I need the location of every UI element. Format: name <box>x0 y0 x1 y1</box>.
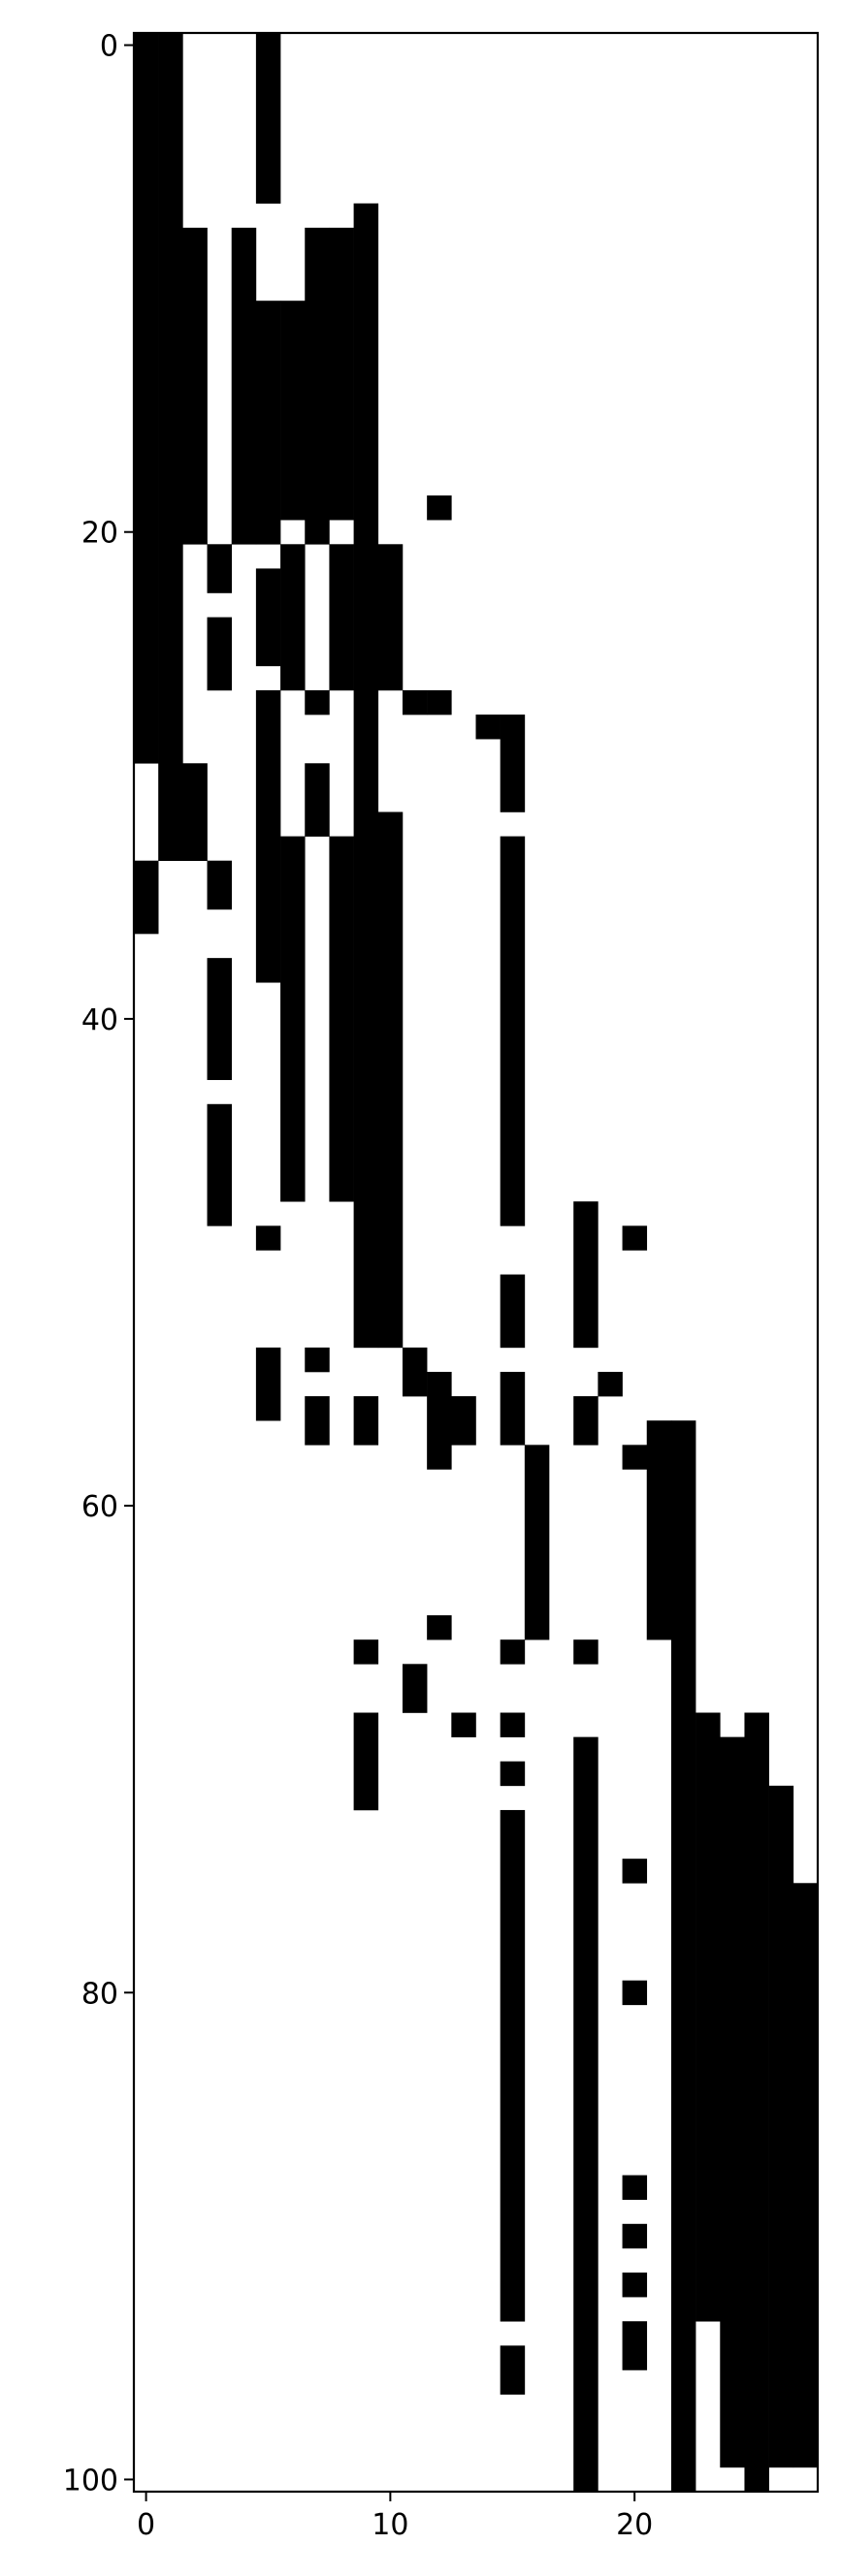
heatmap-cell-block <box>451 1712 476 1737</box>
heatmap-cell-block <box>622 1859 648 1884</box>
heatmap-cell-block <box>573 1396 598 1446</box>
x-tick-label: 0 <box>137 2508 155 2542</box>
x-axis: 0 10 20 <box>137 2492 653 2542</box>
heatmap-cell-block <box>353 1396 379 1446</box>
heatmap-cell-block <box>402 1347 428 1397</box>
plot-frame <box>132 31 820 2494</box>
heatmap-cell-block <box>646 1420 672 1640</box>
heatmap-cell-block <box>305 689 330 716</box>
y-tick-label: 80 <box>81 1977 118 2011</box>
heatmap-cell-block <box>670 1420 696 2493</box>
heatmap-cell-block <box>329 227 354 521</box>
heatmap-cell-block <box>255 689 281 983</box>
heatmap-cell-block <box>182 227 208 545</box>
x-tick-label: 20 <box>616 2508 653 2542</box>
heatmap-cell-block <box>500 1761 526 1787</box>
heatmap-cell-block <box>329 544 354 691</box>
heatmap-cell-block <box>500 836 526 1226</box>
heatmap-cell-block <box>134 33 159 764</box>
heatmap-cell-block <box>255 1347 281 1421</box>
heatmap-cell-block <box>402 1664 428 1713</box>
heatmap-cell-block <box>622 2273 648 2298</box>
heatmap-cell-block <box>207 1103 233 1226</box>
heatmap-cell-block <box>427 1371 452 1470</box>
heatmap-cell-block <box>524 1445 550 1640</box>
heatmap-cell-block <box>158 33 183 861</box>
x-tick-label: 10 <box>372 2508 408 2542</box>
heatmap-cell-block <box>720 1736 745 2468</box>
heatmap-cell-block <box>305 763 330 837</box>
heatmap-cell-block <box>207 544 233 593</box>
heatmap-cell-block <box>280 301 306 521</box>
heatmap-cell-block <box>598 1371 623 1397</box>
y-tick-label: 100 <box>63 2464 118 2497</box>
heatmap-cell-block <box>134 860 159 935</box>
heatmap-cell-block <box>573 1736 598 2493</box>
heatmap-cell-block <box>329 836 354 1202</box>
heatmap-cell-block <box>353 203 379 545</box>
heatmap-cell-block <box>353 1639 379 1665</box>
heatmap-cell-block <box>377 811 404 1349</box>
heatmap-cell-block <box>427 495 452 521</box>
heatmap-cell-block <box>500 2345 526 2395</box>
heatmap-cell-block <box>500 1274 526 1349</box>
heatmap-cell-block <box>305 227 330 545</box>
heatmap-cell-block <box>622 2223 648 2249</box>
heatmap-cell-block <box>622 1980 648 2006</box>
heatmap-cell-block <box>622 2175 648 2200</box>
heatmap-cell-block <box>255 1225 281 1251</box>
heatmap-cell-block <box>353 544 379 1349</box>
heatmap-cell-block <box>500 1639 526 1665</box>
heatmap-cell-block <box>255 33 281 205</box>
heatmap-cell-block <box>207 958 233 1080</box>
heatmap-cell-block <box>207 617 233 691</box>
y-axis: 0 20 40 60 80 100 <box>63 30 134 2497</box>
heatmap-cell-block <box>427 1615 452 1640</box>
heatmap-cell-block <box>695 1712 721 2322</box>
heatmap-cell-block <box>792 1883 819 2468</box>
heatmap-cell-block <box>353 1712 379 1811</box>
heatmap-cell-block <box>622 2321 648 2370</box>
heatmap-cell-block <box>207 860 233 910</box>
y-tick-label: 40 <box>81 1003 118 1037</box>
heatmap-cell-block <box>622 1225 648 1251</box>
heatmap-cell-block <box>768 1785 794 2468</box>
heatmap-cell-block <box>744 1712 769 2493</box>
heatmap-cell-block <box>377 544 404 691</box>
heatmap-cell-block <box>573 1201 598 1349</box>
heatmap-cell-block <box>427 689 452 716</box>
y-tick-label: 0 <box>100 30 118 64</box>
heatmap-cell-block <box>622 1445 648 1470</box>
heatmap-cell-block <box>305 1347 330 1373</box>
heatmap-cell-block <box>231 227 257 545</box>
heatmap-cell-block <box>500 715 526 812</box>
y-tick-label: 60 <box>81 1490 118 1524</box>
heatmap-cell-block <box>255 568 281 667</box>
heatmap-cell-block <box>451 1396 476 1446</box>
heatmap-cell-block <box>182 763 208 862</box>
heatmap-cell-block <box>500 1809 526 2322</box>
heatmap-cell-block <box>500 1371 526 1446</box>
heatmap-cell-block <box>280 836 306 1202</box>
heatmap-cells <box>134 33 819 2493</box>
heatmap-cell-block <box>573 1639 598 1665</box>
y-tick-label: 20 <box>81 517 118 551</box>
heatmap-cell-block <box>305 1396 330 1446</box>
heatmap-cell-block <box>475 715 501 740</box>
heatmap-cell-block <box>500 1712 526 1737</box>
heatmap-cell-block <box>255 301 281 545</box>
heatmap-cell-block <box>280 544 306 691</box>
heatmap-cell-block <box>402 689 428 716</box>
